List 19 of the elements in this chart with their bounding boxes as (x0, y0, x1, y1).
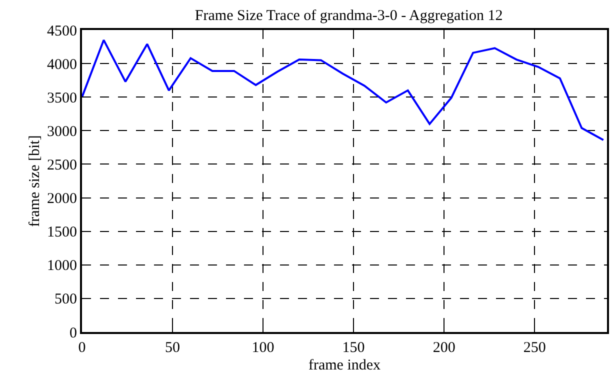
x-tick-label: 150 (342, 340, 365, 356)
x-tick-label: 100 (252, 340, 274, 356)
chart-title: Frame Size Trace of grandma-3-0 - Aggregation 12 (194, 8, 503, 24)
x-tick-label: 50 (165, 340, 180, 356)
y-axis-title: frame size [bit] (26, 135, 43, 227)
y-tick-label: 500 (54, 292, 77, 308)
y-tick-label: 3500 (47, 90, 77, 106)
x-tick-label: 200 (432, 340, 456, 356)
y-tick-label: 3000 (47, 124, 77, 140)
y-tick-label: 1000 (47, 258, 77, 274)
y-tick-label: 0 (70, 325, 77, 342)
x-axis-title: frame index (308, 358, 382, 374)
y-tick-label: 4500 (47, 23, 77, 40)
x-tick-label: 250 (523, 340, 546, 356)
y-tick-label: 2000 (47, 191, 77, 208)
y-tick-label: 1500 (47, 224, 77, 241)
y-tick-label: 4000 (47, 56, 77, 73)
line-series (82, 39, 604, 142)
y-tick-label: 2500 (47, 157, 77, 174)
